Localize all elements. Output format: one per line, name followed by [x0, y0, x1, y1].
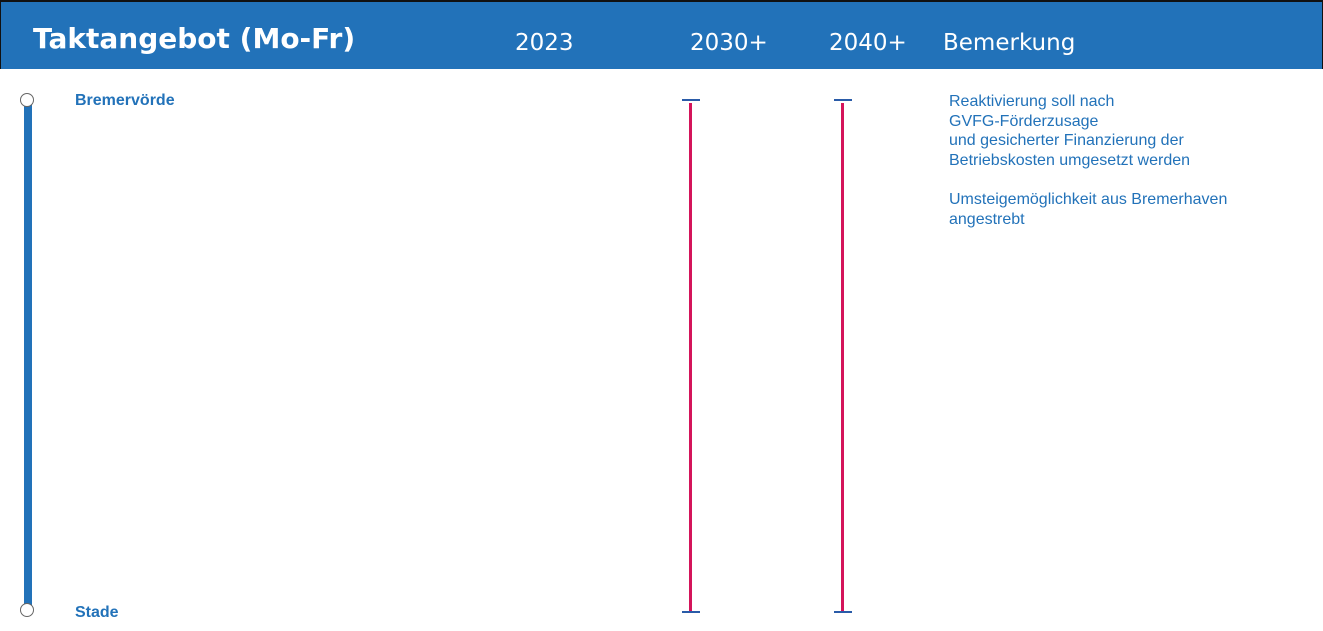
header-bar: Taktangebot (Mo-Fr) 2023 2030+ 2040+ Bem… — [0, 0, 1323, 69]
service-cap-top — [682, 99, 700, 101]
station-label-stade: Stade — [75, 604, 119, 621]
remark-line: Betriebskosten umgesetzt werden — [949, 151, 1191, 169]
service-cap-bottom — [682, 611, 700, 613]
remarks-text: Reaktivierung soll nach GVFG-Förderzusag… — [949, 92, 1227, 229]
column-header-remarks: Bemerkung — [943, 30, 1076, 56]
column-header-2030: 2030+ — [690, 30, 768, 56]
column-header-2023: 2023 — [515, 30, 574, 56]
column-header-2040: 2040+ — [829, 30, 907, 56]
service-cap-top — [834, 99, 852, 101]
remark-line: angestrebt — [949, 210, 1025, 228]
service-line — [689, 103, 692, 611]
service-cap-bottom — [834, 611, 852, 613]
service-bar-2030 — [681, 99, 701, 615]
remark-line: und gesicherter Finanzierung der — [949, 132, 1184, 149]
station-dot-stade — [20, 603, 34, 617]
station-dot-bremervoerde — [20, 93, 34, 107]
remark-line: Umsteigemöglichkeit aus Bremerhaven — [949, 191, 1228, 208]
service-line — [841, 103, 844, 611]
remark-spacer — [949, 170, 1227, 190]
remark-line: GVFG-Förderzusage — [949, 112, 1099, 130]
page-title: Taktangebot (Mo-Fr) — [33, 22, 356, 55]
route-line — [24, 104, 32, 608]
remark-line: Reaktivierung soll nach — [949, 93, 1115, 110]
station-label-bremervoerde: Bremervörde — [75, 92, 175, 109]
service-bar-2040 — [833, 99, 853, 615]
